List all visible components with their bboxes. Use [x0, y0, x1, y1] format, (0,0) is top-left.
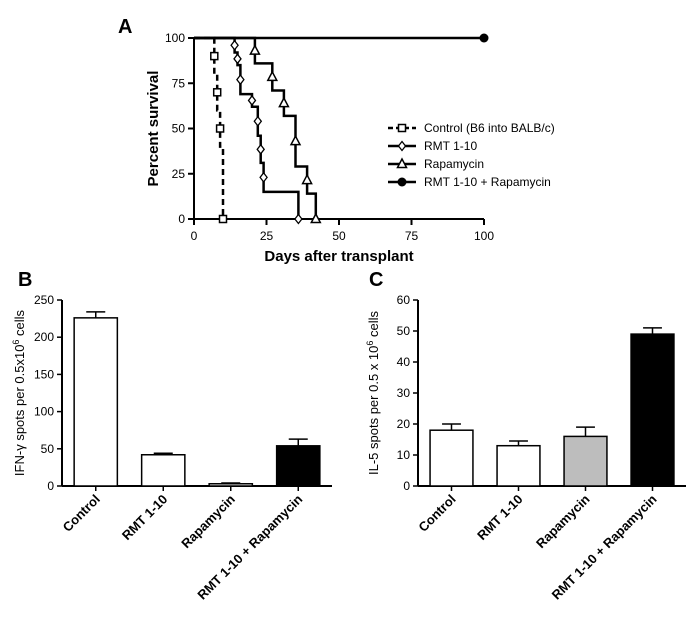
- data-point-rmt-1-10: [230, 39, 239, 51]
- legend-marker-rmt-1-10-rapamycin: [397, 177, 407, 187]
- legend-marker-rapamycin: [396, 157, 408, 169]
- y-tick-label: 0: [178, 212, 185, 226]
- y-axis-title-main: IL-5 spots per 0.5 x 10: [366, 346, 381, 475]
- bar-rmt-1-10: [496, 444, 541, 487]
- x-tick-label-control: Control: [415, 492, 458, 535]
- data-point-rapamycin: [289, 134, 302, 146]
- y-tick-label: 10: [397, 448, 411, 462]
- y-axis-title-main: IFN-γ spots per 0.5x10: [12, 345, 27, 477]
- bar-rmt-1-10: [140, 454, 186, 487]
- y-tick-label: 50: [172, 122, 186, 136]
- data-point-control-b6-into-balb-c: [212, 88, 222, 97]
- data-point-rmt-1-10: [247, 94, 257, 107]
- data-point-rapamycin: [301, 173, 313, 185]
- data-point-rapamycin: [249, 44, 261, 55]
- bar-rmt-1-10-rapamycin: [630, 333, 675, 487]
- x-tick-label: 100: [474, 229, 494, 243]
- series-line-control-b6-into-balb-c: [194, 36, 225, 219]
- y-tick-label: 50: [397, 324, 411, 338]
- series-line-rmt-1-10: [194, 36, 300, 219]
- y-axis-title: Percent survival: [145, 71, 162, 187]
- y-tick-label: 60: [397, 293, 411, 307]
- data-point-control-b6-into-balb-c: [210, 51, 219, 61]
- x-axis-title: Days after transplant: [264, 248, 413, 265]
- y-axis-title: IFN-γ spots per 0.5x106 cells: [11, 309, 27, 476]
- x-tick-label-rmt-1-10: RMT 1-10: [474, 492, 525, 543]
- bar-rmt-1-10-rapamycin: [275, 445, 321, 487]
- y-tick-label: 30: [397, 386, 411, 400]
- x-tick-label-rapamycin: Rapamycin: [533, 491, 593, 551]
- data-point-rmt-1-10: [256, 143, 266, 155]
- y-tick-label: 0: [403, 479, 410, 493]
- data-point-control-b6-into-balb-c: [215, 124, 225, 133]
- y-tick-label: 100: [34, 405, 54, 419]
- data-point-control-b6-into-balb-c: [218, 214, 228, 224]
- data-point-rmt-1-10: [294, 213, 303, 225]
- legend-label-rmt-1-10-rapamycin: RMT 1-10 + Rapamycin: [424, 175, 551, 189]
- data-point-rmt-1-10: [236, 74, 245, 86]
- x-tick-label: 0: [191, 229, 198, 243]
- y-tick-label: 0: [47, 479, 54, 493]
- x-tick-label: 50: [332, 229, 346, 243]
- data-point-rmt-1-10: [233, 53, 242, 65]
- legend-label-rmt-1-10: RMT 1-10: [424, 139, 477, 153]
- y-tick-label: 20: [397, 417, 411, 431]
- panel-label-c: C: [369, 269, 383, 291]
- y-axis-title-units: cells: [366, 311, 381, 341]
- data-point-rmt-1-10: [259, 171, 268, 183]
- x-tick-label-rmt-1-10: RMT 1-10: [119, 492, 170, 543]
- y-axis-title-units: cells: [12, 309, 27, 339]
- series-line-rapamycin: [194, 36, 318, 219]
- legend-marker-rmt-1-10: [397, 140, 407, 152]
- x-tick-label: 75: [405, 229, 419, 243]
- x-tick-label-control: Control: [60, 492, 103, 535]
- y-tick-label: 50: [41, 442, 55, 456]
- legend-label-rapamycin: Rapamycin: [424, 157, 484, 171]
- survival-chart: 0 25 50 75 100 0 25 50 75 100 Days after transplan…: [145, 31, 555, 265]
- data-point-rapamycin: [278, 96, 290, 108]
- y-tick-label: 250: [34, 293, 54, 307]
- bar-control: [429, 429, 474, 487]
- data-point-rmt-1-10: [253, 115, 263, 127]
- data-point-rapamycin: [310, 212, 322, 224]
- panel-label-b: B: [18, 269, 32, 291]
- y-axis-title-exponent: 6: [365, 341, 375, 346]
- y-tick-label: 100: [165, 31, 185, 45]
- bar-rapamycin: [208, 483, 254, 487]
- y-tick-label: 25: [172, 167, 186, 181]
- bar-control: [73, 317, 119, 487]
- x-tick-label: 25: [260, 229, 274, 243]
- legend-label-control-b6-into-balb-c: Control (B6 into BALB/c): [424, 121, 555, 135]
- y-tick-label: 40: [397, 355, 411, 369]
- y-axis-title-exponent: 6: [11, 340, 21, 345]
- data-point-rmt-1-10-rapamycin: [479, 33, 489, 43]
- y-tick-label: 75: [172, 76, 186, 90]
- y-axis-title: IL-5 spots per 0.5 x 106 cells: [365, 311, 381, 475]
- y-tick-label: 150: [34, 367, 54, 381]
- data-point-rapamycin: [266, 70, 279, 82]
- panel-label-a: A: [118, 16, 132, 38]
- x-tick-label-rapamycin: Rapamycin: [178, 491, 238, 551]
- y-tick-label: 200: [34, 330, 54, 344]
- bar-rapamycin: [563, 435, 608, 487]
- legend-marker-control-b6-into-balb-c: [397, 123, 407, 133]
